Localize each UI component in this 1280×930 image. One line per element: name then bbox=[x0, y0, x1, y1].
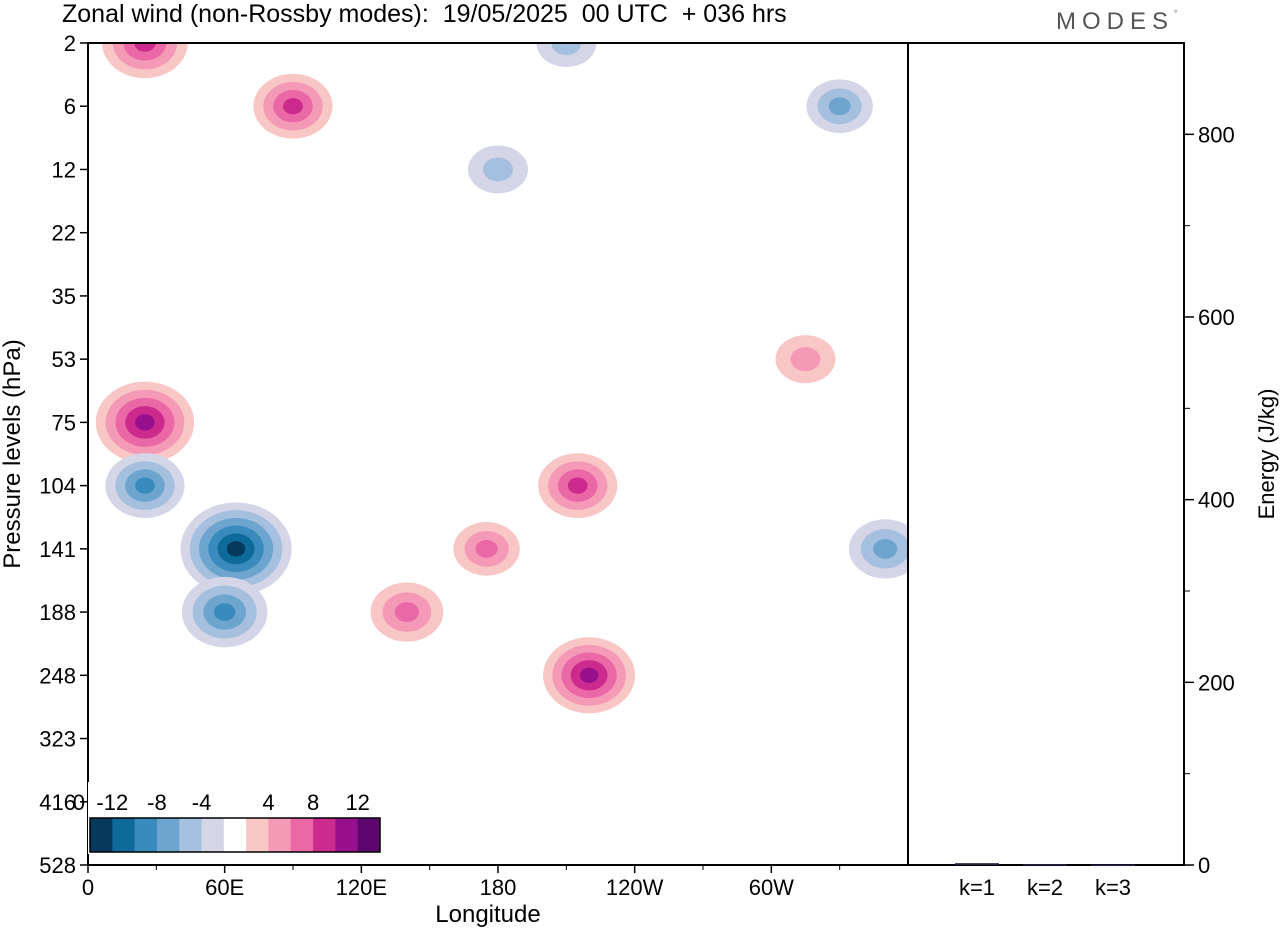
y-tick-label: 248 bbox=[39, 663, 76, 688]
x-tick-label: 60E bbox=[205, 875, 244, 900]
colorbar-swatch bbox=[246, 818, 269, 852]
contour-negative-3 bbox=[828, 97, 851, 116]
y-tick-label: 35 bbox=[52, 284, 76, 309]
y-tick-label: 416 bbox=[39, 790, 76, 815]
colorbar-swatch bbox=[268, 818, 292, 852]
colorbar: -12 -8 -4 0 4 8 12 bbox=[73, 782, 384, 854]
energy-y-tick-label: 0 bbox=[1198, 853, 1210, 878]
contour-positive-0 bbox=[134, 43, 156, 52]
y-axis-label: Pressure levels (hPa) bbox=[0, 339, 26, 568]
contour-positive-4 bbox=[135, 414, 155, 431]
y-tick-label: 12 bbox=[52, 157, 76, 182]
colorbar-swatch bbox=[134, 818, 158, 852]
y-tick-label: 2 bbox=[64, 31, 76, 56]
x-tick-label: 120E bbox=[336, 875, 387, 900]
contour-negative-6 bbox=[226, 541, 246, 557]
colorbar-label: 8 bbox=[307, 790, 319, 815]
x-tick-label: 60W bbox=[749, 875, 794, 900]
energy-category-label: k=2 bbox=[1027, 875, 1063, 900]
colorbar-label: -8 bbox=[147, 790, 167, 815]
energy-y-tick-label: 800 bbox=[1198, 122, 1235, 147]
x-tick-label: 180 bbox=[480, 875, 517, 900]
colorbar-swatch bbox=[156, 818, 180, 852]
energy-axis-label: Energy (J/kg) bbox=[1254, 389, 1279, 520]
y-tick-label: 6 bbox=[64, 94, 76, 119]
x-axis-label: Longitude bbox=[435, 901, 540, 928]
contour-positive-1 bbox=[283, 98, 303, 115]
modes-logo: MODES° bbox=[1056, 8, 1178, 35]
colorbar-swatch bbox=[313, 818, 336, 852]
energy-frame bbox=[907, 42, 1185, 866]
colorbar-swatch bbox=[201, 818, 225, 852]
colorbar-frame bbox=[89, 817, 381, 853]
colorbar-label: -12 bbox=[96, 790, 128, 815]
y-tick-label: 53 bbox=[52, 347, 76, 372]
colorbar-swatch bbox=[335, 818, 359, 852]
energy-bar-k=2 bbox=[1023, 864, 1067, 866]
colorbar-swatch bbox=[290, 818, 314, 852]
energy-bar-k=1 bbox=[955, 863, 999, 865]
y-tick-label: 22 bbox=[52, 221, 76, 246]
colorbar-swatch bbox=[223, 818, 247, 852]
energy-bar-panel: 0 200 400 600 800 Energy (J/kg) k=1 k=2 k=3 bbox=[907, 42, 1279, 900]
contour-negative-13 bbox=[873, 538, 898, 559]
colorbar-label: 4 bbox=[262, 790, 274, 815]
energy-y-tick-label: 400 bbox=[1198, 488, 1235, 513]
contour-positive-11 bbox=[579, 667, 599, 683]
contour-negative-2 bbox=[551, 43, 582, 55]
colorbar-swatch bbox=[357, 818, 381, 852]
y-tick-label: 75 bbox=[52, 410, 76, 435]
y-tick-label: 188 bbox=[39, 600, 76, 625]
energy-y-tick-label: 600 bbox=[1198, 305, 1235, 330]
contour-positive-10 bbox=[567, 477, 588, 494]
contour-positive-12 bbox=[790, 347, 821, 372]
x-tick-label: 0 bbox=[82, 875, 94, 900]
colorbar-swatch bbox=[179, 818, 203, 852]
energy-category-label: k=3 bbox=[1095, 875, 1131, 900]
y-tick-label: 323 bbox=[39, 727, 76, 752]
contour-negative-7 bbox=[213, 603, 236, 621]
colorbar-label: -4 bbox=[192, 790, 212, 815]
energy-y-tick-label: 200 bbox=[1198, 670, 1235, 695]
y-tick-label: 104 bbox=[39, 474, 76, 499]
colorbar-label: 12 bbox=[345, 790, 369, 815]
contour-positive-8 bbox=[394, 602, 419, 622]
energy-bar-k=3 bbox=[1091, 864, 1135, 867]
contour-negative-14 bbox=[483, 157, 513, 182]
colorbar-swatch bbox=[112, 818, 136, 852]
energy-category-label: k=1 bbox=[959, 875, 995, 900]
y-tick-label: 528 bbox=[39, 853, 76, 878]
contour-positive-9 bbox=[475, 539, 498, 558]
contour-negative-5 bbox=[135, 477, 155, 494]
y-tick-label: 141 bbox=[39, 537, 76, 562]
colorbar-label: 0 bbox=[73, 790, 85, 815]
heatmap-field bbox=[95, 43, 908, 714]
colorbar-swatch bbox=[90, 818, 113, 852]
x-tick-label: 120W bbox=[606, 875, 664, 900]
chart-title: Zonal wind (non-Rossby modes): 19/05/202… bbox=[62, 0, 787, 28]
